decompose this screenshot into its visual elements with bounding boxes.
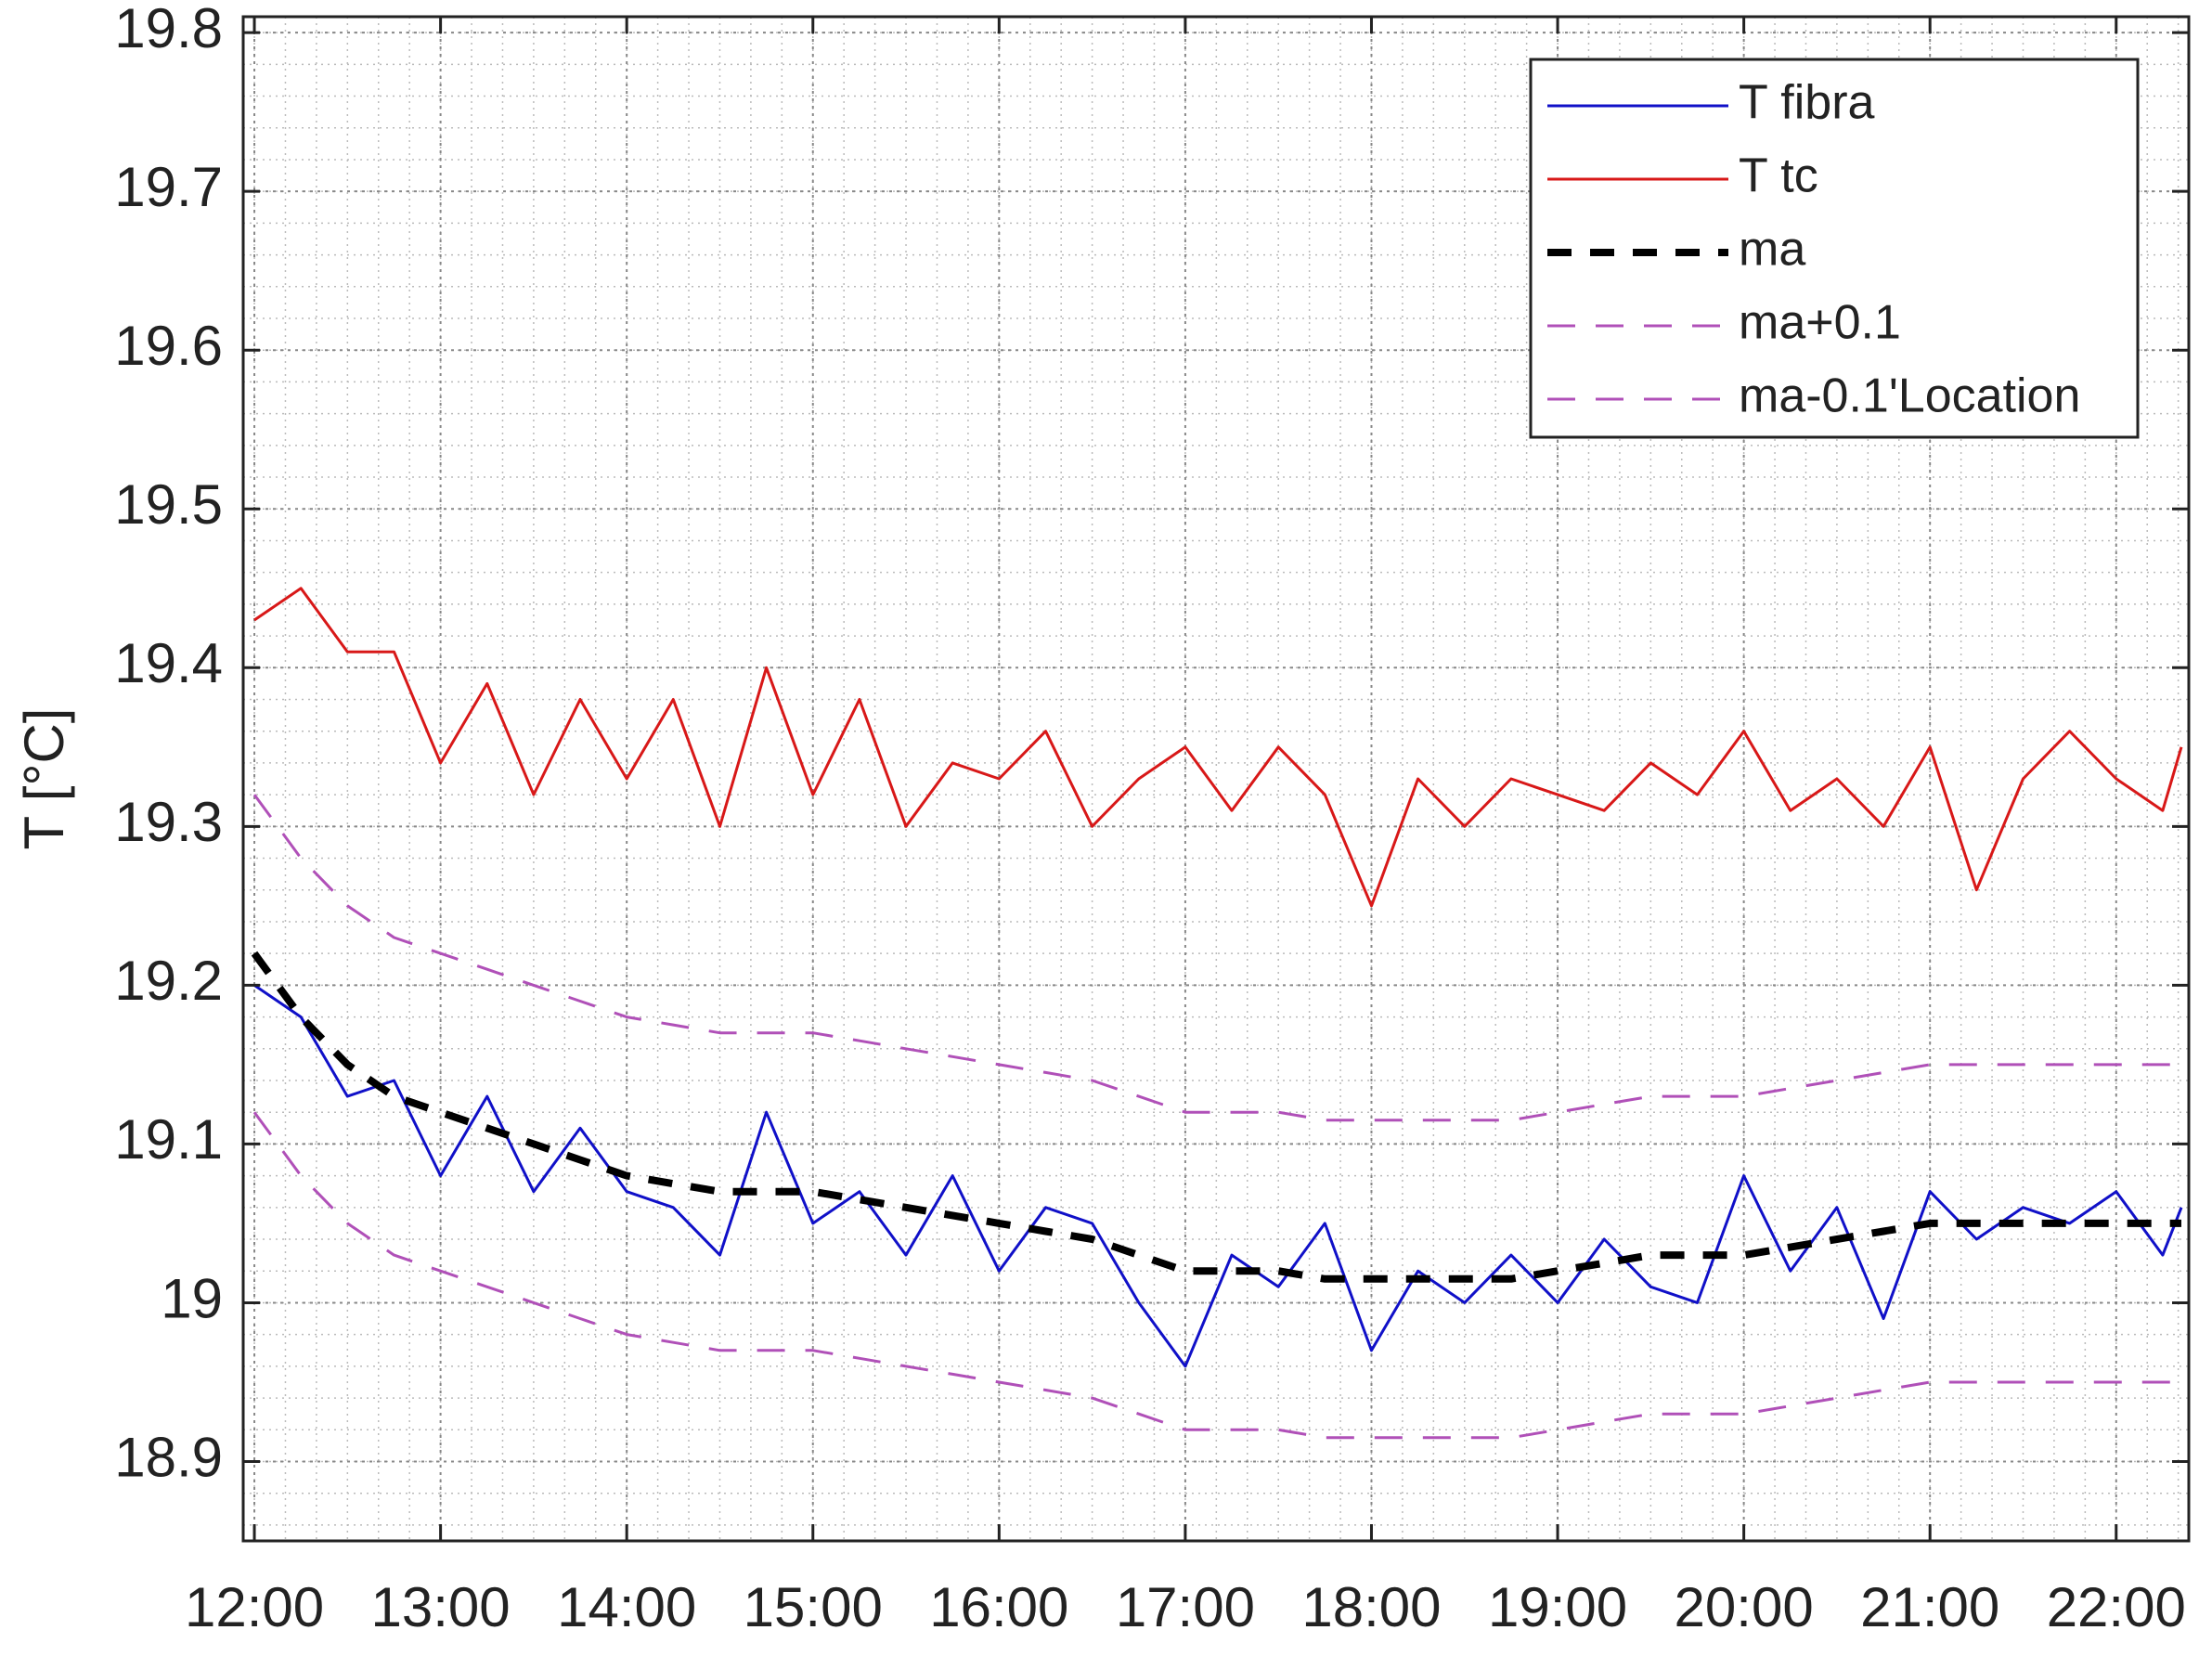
- x-tick-label: 17:00: [1116, 1576, 1255, 1638]
- x-tick-label: 15:00: [744, 1576, 883, 1638]
- series-line: [252, 1111, 2181, 1440]
- y-axis-label: T [°C]: [13, 708, 75, 850]
- legend-label: T fibra: [1739, 76, 1875, 130]
- data-layer: [251, 587, 2183, 1440]
- series-line: [253, 587, 2183, 908]
- x-tick-label: 20:00: [1675, 1576, 1814, 1638]
- legend-label: T tc: [1739, 149, 1818, 203]
- y-tick-label: 19: [161, 1267, 223, 1329]
- series-line: [253, 984, 2183, 1368]
- y-tick-label: 18.9: [114, 1426, 223, 1488]
- x-tick-label: 21:00: [1860, 1576, 1999, 1638]
- legend-label: ma: [1739, 223, 1805, 277]
- x-tick-label: 18:00: [1301, 1576, 1441, 1638]
- x-tick-label: 22:00: [2047, 1576, 2186, 1638]
- y-tick-label: 19.5: [114, 473, 223, 536]
- x-tick-label: 13:00: [371, 1576, 511, 1638]
- series-line: [252, 794, 2181, 1122]
- series-line: [251, 951, 2181, 1283]
- y-tick-label: 19.4: [114, 632, 223, 694]
- x-tick-label: 12:00: [185, 1576, 324, 1638]
- y-tick-label: 19.2: [114, 950, 223, 1012]
- legend-box: [1529, 58, 2140, 439]
- legend: T fibra T tc ma ma+0.1 ma-0.1'Location: [1529, 58, 2140, 439]
- x-tick-label: 16:00: [929, 1576, 1068, 1638]
- x-tick-label: 19:00: [1488, 1576, 1627, 1638]
- x-tick-label: 14:00: [557, 1576, 696, 1638]
- legend-label: ma-0.1'Location: [1739, 369, 2080, 423]
- y-tick-label: 19.8: [114, 0, 223, 59]
- tick-layer: 18.9 19 19.1 19.2 19.3 19.4 19.5 19.6 19.7 19.8 12…: [114, 0, 2189, 1638]
- y-tick-label: 19.7: [114, 156, 223, 218]
- y-tick-label: 19.6: [114, 315, 223, 377]
- y-tick-label: 19.1: [114, 1108, 223, 1171]
- plot-frame: [241, 15, 2191, 1543]
- legend-label: ma+0.1: [1739, 296, 1901, 350]
- y-tick-label: 19.3: [114, 791, 223, 853]
